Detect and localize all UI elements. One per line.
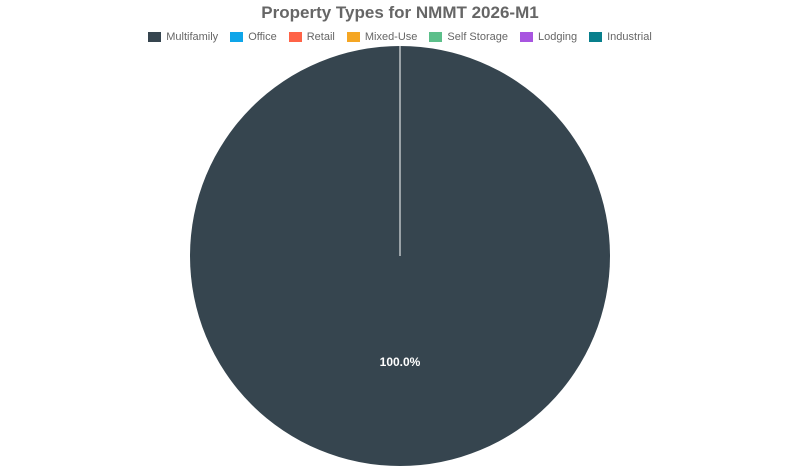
legend-label: Office — [248, 31, 277, 43]
legend-item-industrial[interactable]: Industrial — [589, 31, 652, 43]
legend-label: Self Storage — [447, 31, 508, 43]
legend-label: Mixed-Use — [364, 31, 418, 43]
data-label-multifamily: 100.0% — [380, 355, 421, 369]
legend-label: Lodging — [537, 31, 578, 43]
legend-item-self-storage[interactable]: Self Storage — [429, 31, 508, 43]
legend-swatch — [589, 32, 603, 42]
legend-swatch — [230, 32, 244, 42]
legend: Multifamily Office Retail Mixed-Use Self Sto… — [0, 31, 800, 43]
legend-item-mixed-use[interactable]: Mixed-Use — [346, 31, 418, 43]
chart-title: Property Types for NMMT 2026-M1 — [261, 3, 539, 22]
legend-label: Retail — [306, 31, 335, 43]
legend-item-retail[interactable]: Retail — [288, 31, 335, 43]
legend-swatch — [519, 32, 533, 42]
legend-item-office[interactable]: Office — [230, 31, 277, 43]
legend-swatch — [148, 32, 162, 42]
legend-swatch — [429, 32, 443, 42]
legend-label: Multifamily — [166, 31, 219, 43]
legend-item-lodging[interactable]: Lodging — [519, 31, 578, 43]
legend-item-multifamily[interactable]: Multifamily — [148, 31, 218, 43]
legend-label: Industrial — [607, 31, 652, 43]
legend-swatch — [346, 32, 360, 42]
legend-swatch — [288, 32, 302, 42]
